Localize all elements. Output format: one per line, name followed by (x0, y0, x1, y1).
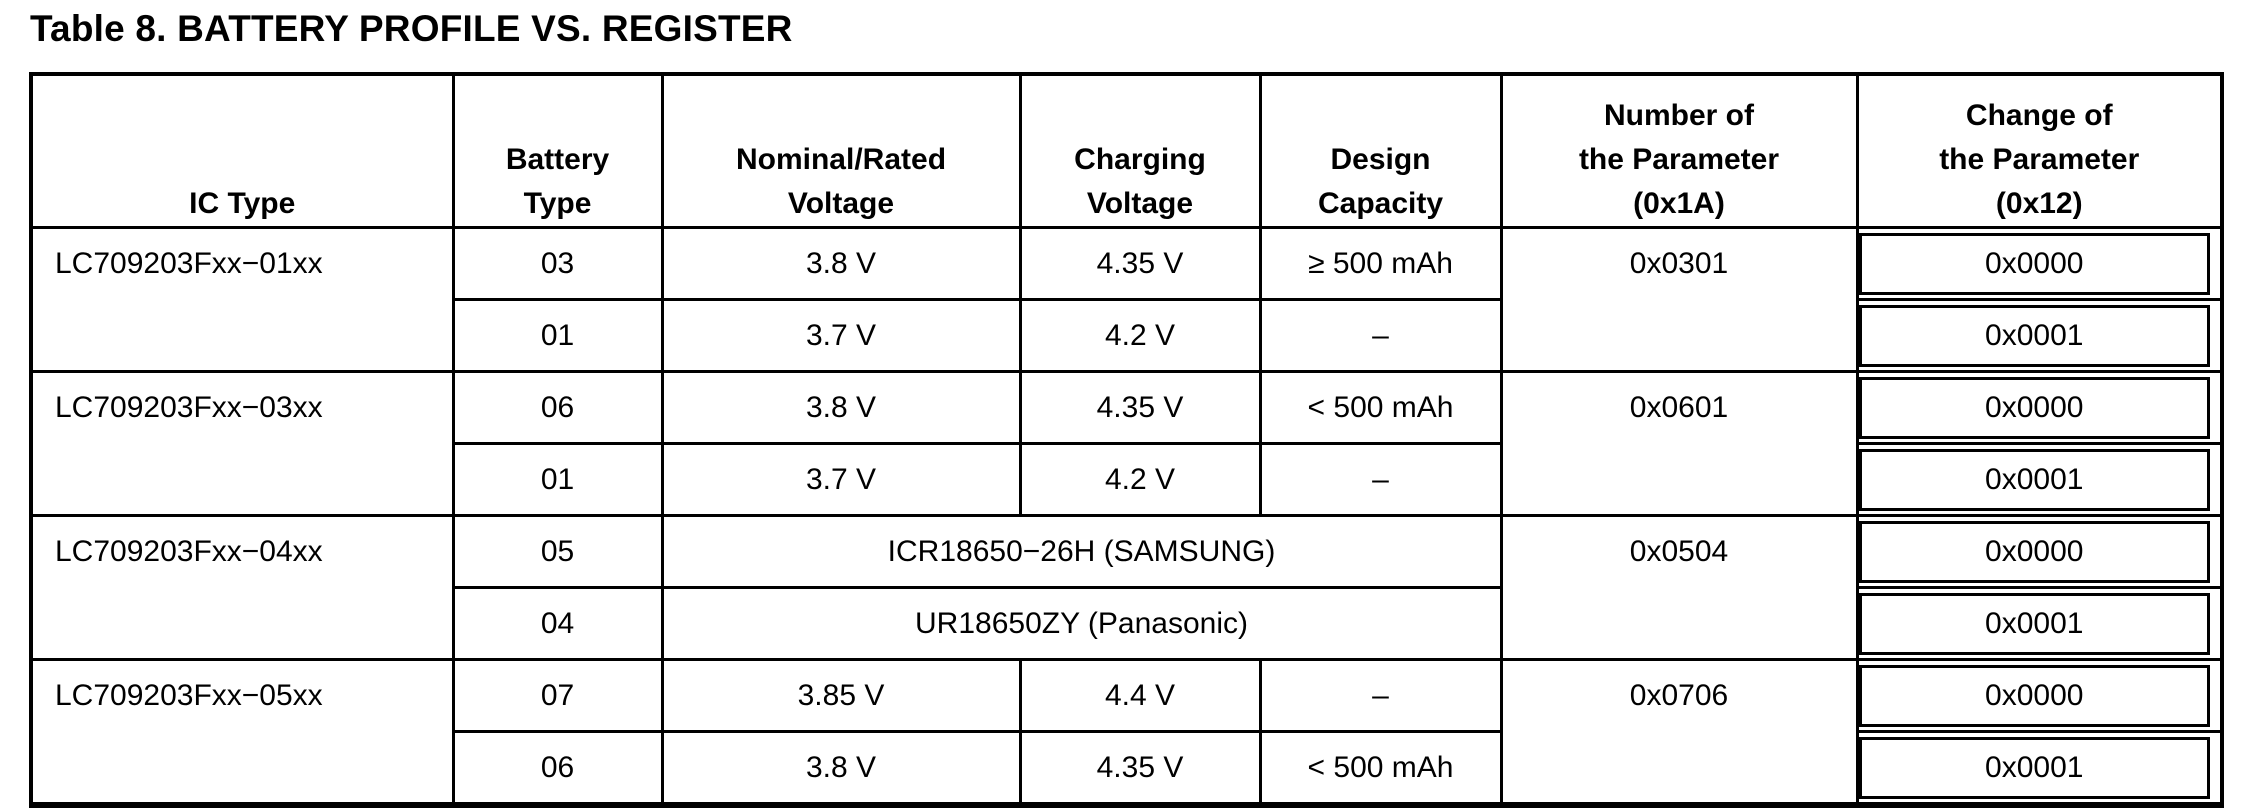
header-parameter-number: Number of the Parameter (0x1A) (1499, 72, 1859, 229)
nominal-voltage-cell: 3.7 V (660, 442, 1022, 517)
nominal-voltage-cell: 3.8 V (660, 226, 1022, 301)
parameter-number-value: 0x0504 (1629, 534, 1729, 568)
charging-voltage-cell: 4.35 V (1018, 730, 1262, 807)
header-row: IC Type Battery Type Nominal/Rated Volta… (29, 72, 2224, 229)
header-nominal-voltage: Nominal/Rated Voltage (660, 72, 1022, 229)
header-line: Voltage (1086, 187, 1194, 220)
parameter-change-value: 0x0000 (1860, 664, 2210, 727)
parameter-change-value: 0x0000 (1860, 520, 2210, 583)
parameter-change-cell: 0x0000 (1855, 370, 2224, 445)
parameter-change-value: 0x0001 (1860, 448, 2210, 511)
battery-model-cell: UR18650ZY (Panasonic) (660, 586, 1503, 661)
nominal-voltage-cell: 3.8 V (660, 370, 1022, 445)
header-parameter-change: Change of the Parameter (0x12) (1855, 72, 2224, 229)
header-line: Number of (1604, 99, 1754, 132)
charging-voltage-cell: 4.4 V (1018, 658, 1262, 733)
parameter-change-cell: 0x0000 (1855, 514, 2224, 589)
parameter-change-cell: 0x0001 (1855, 586, 2224, 661)
header-ic-type: IC Type (29, 72, 455, 229)
battery-type-cell: 06 (451, 730, 664, 807)
charging-voltage-cell: 4.2 V (1018, 298, 1262, 373)
table-row: 01 3.7 V 4.2 V – 0x0001 (31, 442, 2224, 517)
battery-model-cell: ICR18650−26H (SAMSUNG) (660, 514, 1503, 589)
header-line: Voltage (787, 187, 895, 220)
battery-profile-table: IC Type Battery Type Nominal/Rated Volta… (29, 72, 2224, 808)
charging-voltage-cell: 4.35 V (1018, 370, 1262, 445)
parameter-number-value: 0x0301 (1629, 246, 1729, 280)
design-capacity-cell: ≥ 500 mAh (1258, 226, 1503, 301)
parameter-number-cell: 0x0706 (1499, 658, 1859, 807)
header-design-capacity: Design Capacity (1258, 72, 1503, 229)
ic-type-cell: LC709203Fxx−01xx (29, 226, 455, 373)
header-charging-voltage: Charging Voltage (1018, 72, 1262, 229)
parameter-change-cell: 0x0000 (1855, 658, 2224, 733)
nominal-voltage-cell: 3.85 V (660, 658, 1022, 733)
ic-type-cell: LC709203Fxx−04xx (29, 514, 455, 661)
design-capacity-cell: < 500 mAh (1258, 370, 1503, 445)
parameter-change-value: 0x0001 (1860, 592, 2210, 655)
parameter-number-value: 0x0601 (1629, 390, 1729, 424)
table-row: 06 3.8 V 4.35 V < 500 mAh 0x0001 (31, 730, 2224, 807)
header-line: Type (523, 187, 592, 220)
header-line: (0x1A) (1633, 187, 1725, 220)
battery-type-cell: 06 (451, 370, 664, 445)
nominal-voltage-cell: 3.7 V (660, 298, 1022, 373)
design-capacity-cell: – (1258, 658, 1503, 733)
ic-type-cell: LC709203Fxx−03xx (29, 370, 455, 517)
parameter-change-value: 0x0000 (1860, 232, 2210, 295)
parameter-change-cell: 0x0001 (1855, 442, 2224, 517)
header-line: Battery (505, 143, 610, 176)
header-line: the Parameter (1939, 143, 2140, 176)
ic-type-value: LC709203Fxx−05xx (55, 678, 323, 712)
parameter-number-value: 0x0706 (1629, 678, 1729, 712)
ic-type-value: LC709203Fxx−04xx (55, 534, 323, 568)
header-line: (0x12) (1995, 187, 2083, 220)
table-row: 01 3.7 V 4.2 V – 0x0001 (31, 298, 2224, 373)
header-line: the Parameter (1578, 143, 1780, 176)
battery-type-cell: 07 (451, 658, 664, 733)
ic-type-cell: LC709203Fxx−05xx (29, 658, 455, 807)
ic-type-value: LC709203Fxx−01xx (55, 246, 323, 280)
parameter-change-cell: 0x0001 (1855, 298, 2224, 373)
parameter-number-cell: 0x0301 (1499, 226, 1859, 373)
parameter-number-cell: 0x0601 (1499, 370, 1859, 517)
table-row: LC709203Fxx−05xx 07 3.85 V 4.4 V – 0x070… (29, 658, 2224, 807)
parameter-change-cell: 0x0000 (1855, 226, 2224, 301)
header-battery-type: Battery Type (451, 72, 664, 229)
header-line: Capacity (1317, 187, 1444, 220)
header-line: Charging (1074, 143, 1206, 176)
battery-type-cell: 03 (451, 226, 664, 301)
nominal-voltage-cell: 3.8 V (660, 730, 1022, 807)
parameter-change-cell: 0x0001 (1855, 730, 2224, 807)
table-row: 04 UR18650ZY (Panasonic) 0x0001 (31, 586, 2224, 661)
header-line: IC Type (189, 187, 296, 220)
header-line: Change of (1965, 99, 2113, 132)
parameter-change-value: 0x0000 (1860, 376, 2210, 439)
table-row: LC709203Fxx−04xx 05 ICR18650−26H (SAMSUN… (29, 514, 2224, 661)
design-capacity-cell: – (1258, 442, 1503, 517)
battery-type-cell: 05 (451, 514, 664, 589)
parameter-number-cell: 0x0504 (1499, 514, 1859, 661)
table-row: LC709203Fxx−03xx 06 3.8 V 4.35 V < 500 m… (29, 370, 2224, 517)
design-capacity-cell: < 500 mAh (1258, 730, 1503, 807)
header-line: Nominal/Rated (735, 143, 947, 176)
table-row: LC709203Fxx−01xx 03 3.8 V 4.35 V ≥ 500 m… (29, 226, 2224, 373)
table-title: Table 8. BATTERY PROFILE VS. REGISTER (30, 8, 793, 49)
battery-type-cell: 01 (451, 442, 664, 517)
parameter-change-value: 0x0001 (1860, 304, 2210, 367)
parameter-change-value: 0x0001 (1860, 736, 2210, 799)
ic-type-value: LC709203Fxx−03xx (55, 390, 323, 424)
battery-type-cell: 01 (451, 298, 664, 373)
header-line: Design (1330, 143, 1431, 176)
battery-type-cell: 04 (451, 586, 664, 661)
charging-voltage-cell: 4.35 V (1018, 226, 1262, 301)
design-capacity-cell: – (1258, 298, 1503, 373)
charging-voltage-cell: 4.2 V (1018, 442, 1262, 517)
